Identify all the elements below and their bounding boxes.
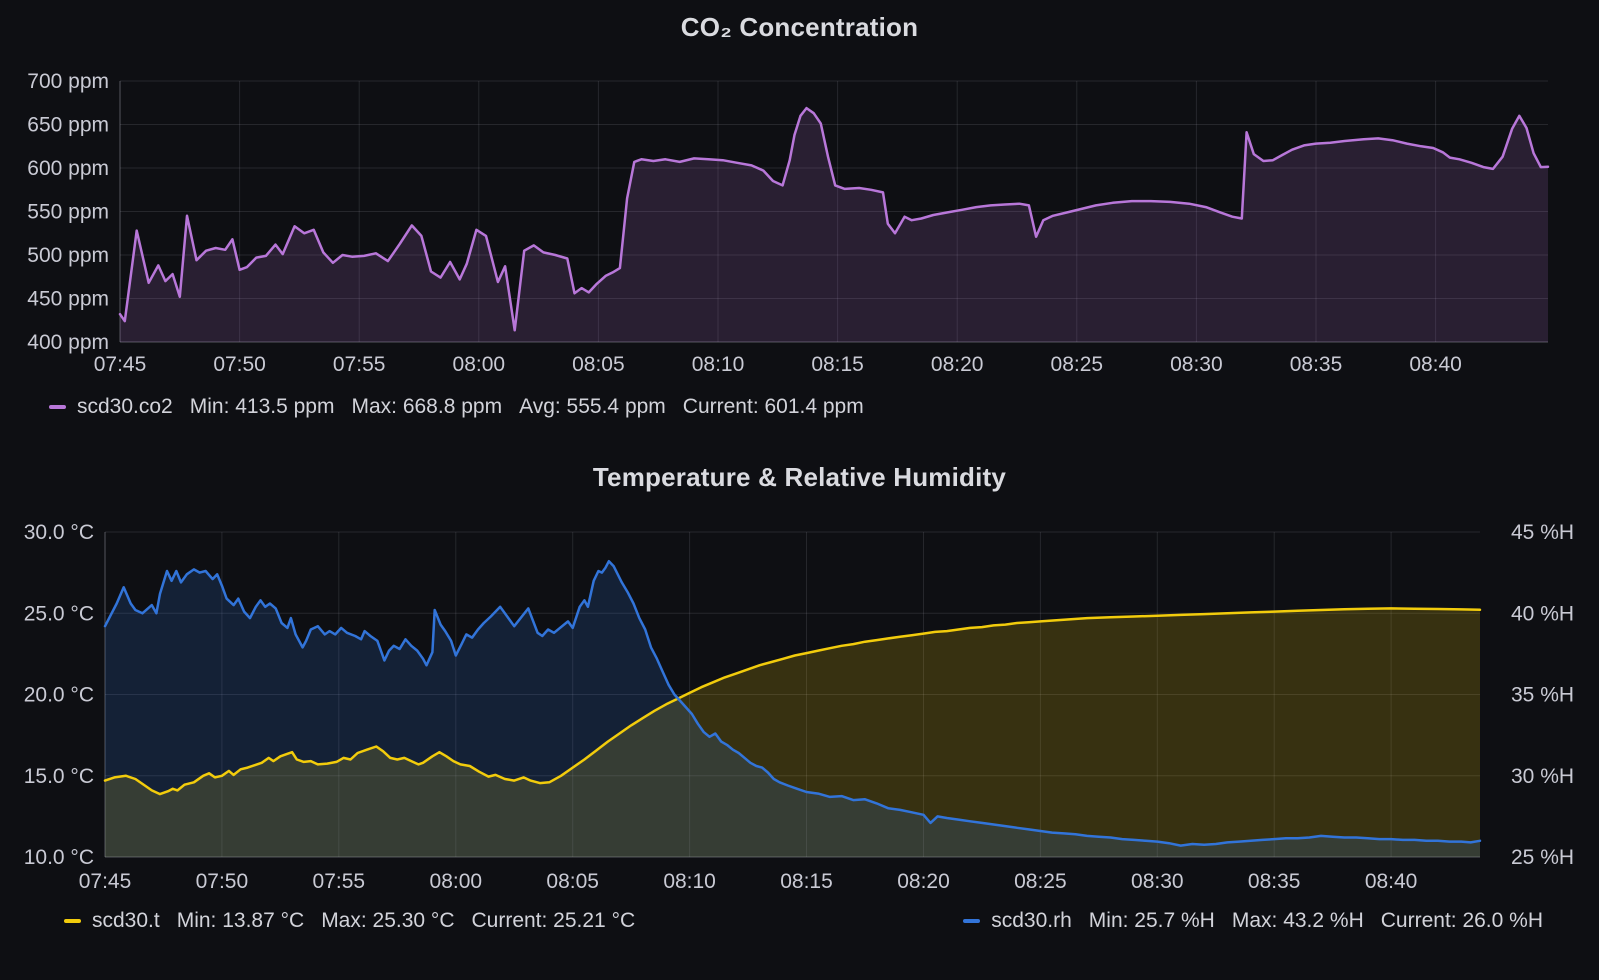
x-tick-label: 07:55 bbox=[313, 870, 366, 893]
series-scd30-t-line[interactable] bbox=[103, 607, 1482, 796]
legend-stat: Avg: 555.4 ppm bbox=[519, 395, 666, 418]
legend-stat: Min: 25.7 %H bbox=[1088, 909, 1215, 932]
co2-panel-title[interactable]: CO₂ Concentration bbox=[680, 12, 919, 42]
legend-series-swatch bbox=[49, 405, 66, 409]
series-scd30-rh-area bbox=[105, 561, 1480, 857]
trh-legend-right: scd30.rh Min: 25.7 %H Max: 43.2 %H Current:… bbox=[963, 908, 1543, 934]
y-tick-label-left: 500 ppm bbox=[27, 244, 109, 267]
y-tick-label-left: 400 ppm bbox=[27, 331, 109, 354]
legend-stat: Min: 13.87 °C bbox=[176, 909, 305, 932]
y-tick-label-left: 30.0 °C bbox=[24, 521, 94, 544]
x-tick-label: 08:00 bbox=[453, 353, 506, 376]
series-scd30-t-area bbox=[105, 608, 1480, 857]
legend-series-name: scd30.rh bbox=[991, 909, 1072, 932]
y-tick-label-right: 30 %H bbox=[1511, 765, 1574, 788]
x-tick-label: 08:20 bbox=[897, 870, 950, 893]
x-tick-label: 07:45 bbox=[79, 870, 132, 893]
legend-series-name: scd30.co2 bbox=[77, 395, 173, 418]
x-tick-label: 08:15 bbox=[780, 870, 833, 893]
x-tick-label: 08:40 bbox=[1409, 353, 1462, 376]
x-tick-label: 08:35 bbox=[1248, 870, 1301, 893]
trh-legend-left: scd30.t Min: 13.87 °C Max: 25.30 °C Current… bbox=[64, 908, 635, 934]
y-tick-label-left: 25.0 °C bbox=[24, 602, 94, 625]
x-tick-label: 07:50 bbox=[213, 353, 266, 376]
trh-chart-canvas[interactable]: 07:45 07:50 07:55 08:00 08:05 08:10 08:15 08:20… bbox=[0, 515, 1599, 905]
legend-series-swatch bbox=[963, 919, 981, 923]
legend-item-scd30-rh[interactable]: scd30.rh Min: 25.7 %H Max: 43.2 %H Current:… bbox=[963, 908, 1543, 934]
y-tick-label-left: 700 ppm bbox=[27, 70, 109, 93]
legend-series-name: scd30.t bbox=[92, 909, 160, 932]
legend-stat: Current: 601.4 ppm bbox=[682, 395, 864, 418]
legend-series-swatch bbox=[64, 919, 81, 923]
y-tick-label-left: 650 ppm bbox=[27, 114, 109, 137]
trh-legend: scd30.t Min: 13.87 °C Max: 25.30 °C Current… bbox=[0, 908, 1599, 934]
legend-stat: Max: 668.8 ppm bbox=[351, 395, 503, 418]
series-scd30-co2-area bbox=[120, 108, 1548, 342]
x-tick-label: 08:25 bbox=[1051, 353, 1104, 376]
x-tick-label: 08:05 bbox=[546, 870, 599, 893]
x-tick-label: 08:10 bbox=[663, 870, 716, 893]
y-tick-label-right: 25 %H bbox=[1511, 846, 1574, 869]
x-tick-label: 08:15 bbox=[811, 353, 864, 376]
x-tick-label: 08:40 bbox=[1365, 870, 1418, 893]
legend-stat: Min: 413.5 ppm bbox=[189, 395, 335, 418]
y-tick-label-left: 15.0 °C bbox=[24, 765, 94, 788]
legend-stat: Max: 43.2 %H bbox=[1231, 909, 1364, 932]
series-scd30-co2-line[interactable] bbox=[118, 106, 1550, 332]
co2-chart-canvas[interactable]: 07:45 07:50 07:55 08:00 08:05 08:10 08:15 08:20… bbox=[0, 55, 1599, 385]
x-tick-label: 08:25 bbox=[1014, 870, 1067, 893]
y-tick-label-right: 35 %H bbox=[1511, 684, 1574, 707]
x-tick-label: 08:00 bbox=[430, 870, 483, 893]
x-tick-label: 08:10 bbox=[692, 353, 745, 376]
legend-stat: Current: 25.21 °C bbox=[471, 909, 636, 932]
x-tick-label: 07:45 bbox=[94, 353, 147, 376]
x-tick-label: 08:05 bbox=[572, 353, 625, 376]
y-tick-label-left: 20.0 °C bbox=[24, 684, 94, 707]
x-tick-label: 08:35 bbox=[1290, 353, 1343, 376]
x-tick-label: 07:50 bbox=[196, 870, 249, 893]
y-tick-label-right: 45 %H bbox=[1511, 521, 1574, 544]
y-tick-label-left: 10.0 °C bbox=[24, 846, 94, 869]
x-tick-label: 08:20 bbox=[931, 353, 984, 376]
trh-panel-title[interactable]: Temperature & Relative Humidity bbox=[592, 462, 1007, 492]
legend-item-scd30-t[interactable]: scd30.t Min: 13.87 °C Max: 25.30 °C Current… bbox=[64, 908, 635, 934]
legend-stat: Current: 26.0 %H bbox=[1380, 909, 1543, 932]
y-tick-label-left: 450 ppm bbox=[27, 288, 109, 311]
y-tick-label-left: 550 ppm bbox=[27, 201, 109, 224]
x-tick-label: 07:55 bbox=[333, 353, 386, 376]
y-tick-label-left: 600 ppm bbox=[27, 157, 109, 180]
y-tick-label-right: 40 %H bbox=[1511, 602, 1574, 625]
x-tick-label: 08:30 bbox=[1131, 870, 1184, 893]
co2-legend: scd30.co2 Min: 413.5 ppm Max: 668.8 ppm Avg… bbox=[49, 394, 864, 420]
legend-stat: Max: 25.30 °C bbox=[321, 909, 455, 932]
x-tick-label: 08:30 bbox=[1170, 353, 1223, 376]
legend-item-scd30-co2[interactable]: scd30.co2 Min: 413.5 ppm Max: 668.8 ppm Avg… bbox=[49, 394, 864, 420]
series-scd30-rh-line[interactable] bbox=[103, 559, 1482, 847]
